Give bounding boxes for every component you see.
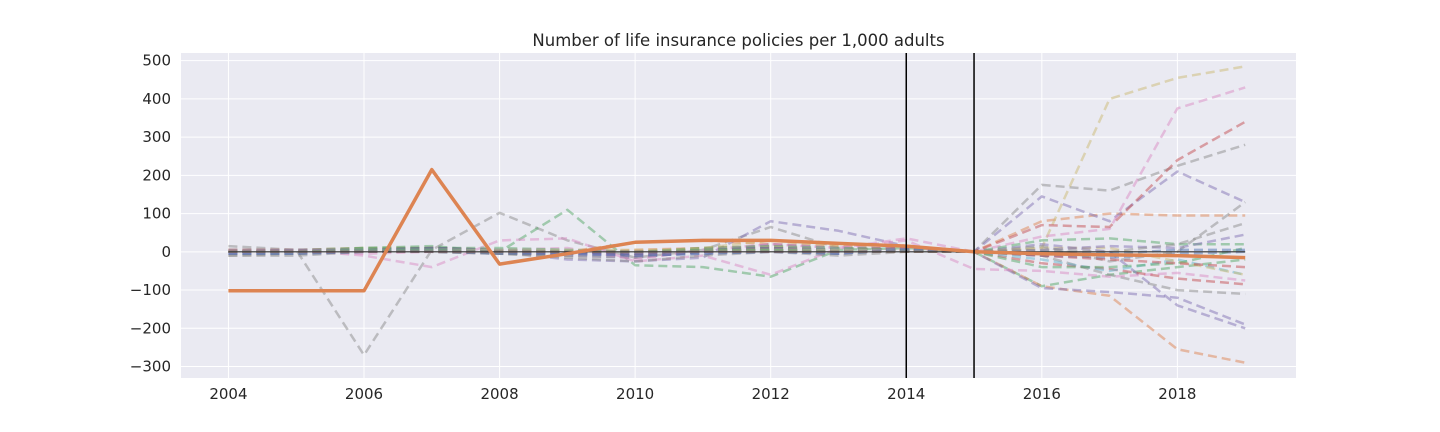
y-tick-label: −200 (130, 319, 171, 337)
y-tick-label: 0 (161, 243, 171, 261)
y-tick-label: 500 (142, 52, 171, 70)
control-series-line (228, 246, 1246, 269)
y-tick-label: −300 (130, 358, 171, 376)
control-series-line (228, 143, 1246, 357)
y-tick-label: 400 (142, 90, 171, 108)
series-lines (228, 65, 1246, 364)
x-tick-label: 2018 (1158, 385, 1196, 403)
chart-title: Number of life insurance policies per 1,… (532, 31, 944, 50)
x-tick-label: 2006 (345, 385, 383, 403)
x-tick-label: 2008 (480, 385, 518, 403)
x-tick-label: 2014 (887, 385, 925, 403)
x-tick-label: 2016 (1023, 385, 1061, 403)
x-tick-label: 2010 (616, 385, 654, 403)
x-tick-label: 2004 (209, 385, 247, 403)
y-axis-ticks: −300 −200 −100 0 100 200 300 400 500 (130, 52, 171, 376)
y-tick-label: −100 (130, 281, 171, 299)
x-axis-ticks: 2004 2006 2008 2010 2012 2014 2016 2018 (209, 385, 1196, 403)
x-tick-label: 2012 (752, 385, 790, 403)
y-tick-label: 300 (142, 128, 171, 146)
y-tick-label: 100 (142, 205, 171, 223)
y-tick-label: 200 (142, 166, 171, 184)
reference-lines (905, 53, 975, 378)
control-series-line (228, 86, 1246, 277)
plot-area (181, 53, 1296, 378)
highlight-series-line (228, 167, 1246, 293)
